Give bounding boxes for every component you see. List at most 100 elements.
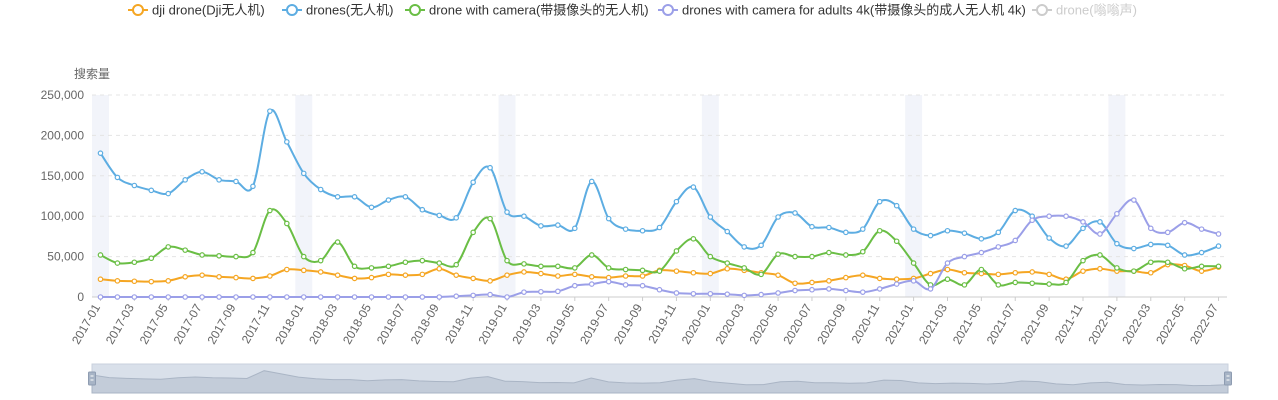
data-point[interactable] bbox=[216, 294, 222, 300]
data-point[interactable] bbox=[165, 244, 172, 250]
data-point[interactable] bbox=[944, 227, 951, 234]
data-point[interactable] bbox=[639, 282, 646, 289]
data-point[interactable] bbox=[419, 257, 426, 264]
data-point[interactable] bbox=[1198, 263, 1205, 270]
data-point[interactable] bbox=[317, 294, 324, 300]
data-point[interactable] bbox=[1080, 225, 1086, 232]
data-point[interactable] bbox=[961, 282, 968, 288]
data-point[interactable] bbox=[1131, 268, 1137, 274]
data-point[interactable] bbox=[1131, 245, 1137, 252]
data-point[interactable] bbox=[826, 224, 832, 231]
data-point[interactable] bbox=[927, 232, 934, 239]
data-point[interactable] bbox=[250, 249, 256, 256]
data-point[interactable] bbox=[402, 294, 409, 300]
data-point[interactable] bbox=[622, 266, 629, 273]
data-point[interactable] bbox=[317, 186, 324, 193]
data-point[interactable] bbox=[944, 266, 951, 273]
data-point[interactable] bbox=[453, 293, 460, 299]
data-point[interactable] bbox=[538, 288, 544, 295]
data-point[interactable] bbox=[351, 263, 358, 270]
data-point[interactable] bbox=[1012, 207, 1019, 214]
data-point[interactable] bbox=[927, 286, 934, 292]
data-point[interactable] bbox=[487, 164, 493, 171]
data-point[interactable] bbox=[1147, 269, 1154, 276]
data-point[interactable] bbox=[334, 194, 341, 200]
data-point[interactable] bbox=[148, 294, 155, 300]
data-point[interactable] bbox=[1046, 213, 1052, 220]
data-point[interactable] bbox=[504, 294, 510, 300]
data-point[interactable] bbox=[284, 139, 290, 145]
data-point[interactable] bbox=[1181, 252, 1188, 258]
data-point[interactable] bbox=[690, 184, 697, 190]
data-point[interactable] bbox=[1114, 210, 1120, 217]
data-point[interactable] bbox=[555, 288, 561, 295]
data-point[interactable] bbox=[944, 260, 951, 266]
data-point[interactable] bbox=[250, 275, 256, 282]
data-point[interactable] bbox=[1063, 243, 1069, 249]
data-point[interactable] bbox=[724, 291, 731, 297]
data-point[interactable] bbox=[385, 263, 392, 270]
data-point[interactable] bbox=[114, 294, 121, 300]
data-point[interactable] bbox=[843, 287, 849, 294]
data-point[interactable] bbox=[910, 226, 917, 232]
data-point[interactable] bbox=[97, 276, 104, 283]
data-point[interactable] bbox=[724, 260, 731, 266]
data-point[interactable] bbox=[1097, 219, 1103, 225]
data-point[interactable] bbox=[233, 294, 239, 300]
data-point[interactable] bbox=[673, 198, 680, 205]
data-point[interactable] bbox=[233, 274, 239, 281]
data-point[interactable] bbox=[1147, 241, 1154, 248]
data-point[interactable] bbox=[859, 248, 866, 255]
data-point[interactable] bbox=[233, 178, 239, 185]
legend-item-label[interactable]: drones with camera for adults 4k(带摄像头的成人… bbox=[682, 3, 1026, 18]
data-point[interactable] bbox=[571, 225, 578, 232]
data-point[interactable] bbox=[978, 266, 985, 273]
data-point[interactable] bbox=[1063, 279, 1069, 286]
data-point[interactable] bbox=[571, 271, 578, 278]
data-point[interactable] bbox=[961, 253, 968, 260]
data-point[interactable] bbox=[368, 204, 375, 211]
data-point[interactable] bbox=[707, 253, 714, 260]
data-point[interactable] bbox=[148, 187, 155, 194]
data-point[interactable] bbox=[622, 226, 629, 232]
data-point[interactable] bbox=[1215, 243, 1222, 249]
data-point[interactable] bbox=[741, 292, 748, 299]
data-point[interactable] bbox=[334, 272, 341, 278]
data-point[interactable] bbox=[131, 294, 138, 300]
data-point[interactable] bbox=[114, 260, 121, 266]
data-point[interactable] bbox=[436, 212, 443, 219]
data-point[interactable] bbox=[1164, 242, 1171, 249]
data-point[interactable] bbox=[317, 257, 324, 264]
data-point[interactable] bbox=[453, 261, 460, 268]
data-point[interactable] bbox=[792, 280, 798, 287]
data-point[interactable] bbox=[165, 278, 172, 284]
data-point[interactable] bbox=[538, 263, 544, 270]
data-point[interactable] bbox=[843, 229, 849, 236]
data-point[interactable] bbox=[182, 247, 188, 253]
data-point[interactable] bbox=[487, 278, 493, 284]
data-point[interactable] bbox=[555, 273, 561, 279]
data-point[interactable] bbox=[199, 252, 205, 258]
data-point[interactable] bbox=[656, 268, 663, 274]
data-point[interactable] bbox=[961, 230, 968, 236]
data-point[interactable] bbox=[1147, 259, 1154, 266]
data-point[interactable] bbox=[724, 228, 731, 235]
zoom-handle[interactable] bbox=[88, 371, 96, 386]
data-point[interactable] bbox=[317, 269, 324, 275]
data-point[interactable] bbox=[504, 209, 510, 215]
data-point[interactable] bbox=[300, 294, 307, 300]
data-zoom-slider[interactable] bbox=[88, 363, 1232, 394]
data-point[interactable] bbox=[910, 278, 917, 284]
data-point[interactable] bbox=[1198, 226, 1205, 232]
data-point[interactable] bbox=[571, 282, 578, 289]
data-point[interactable] bbox=[775, 290, 781, 296]
data-point[interactable] bbox=[809, 286, 815, 293]
data-point[interactable] bbox=[521, 213, 527, 220]
data-point[interactable] bbox=[571, 265, 578, 271]
data-point[interactable] bbox=[605, 265, 612, 271]
data-point[interactable] bbox=[436, 260, 443, 266]
data-point[interactable] bbox=[284, 294, 290, 300]
data-point[interactable] bbox=[148, 278, 155, 285]
data-point[interactable] bbox=[1198, 249, 1205, 256]
data-point[interactable] bbox=[605, 278, 612, 285]
